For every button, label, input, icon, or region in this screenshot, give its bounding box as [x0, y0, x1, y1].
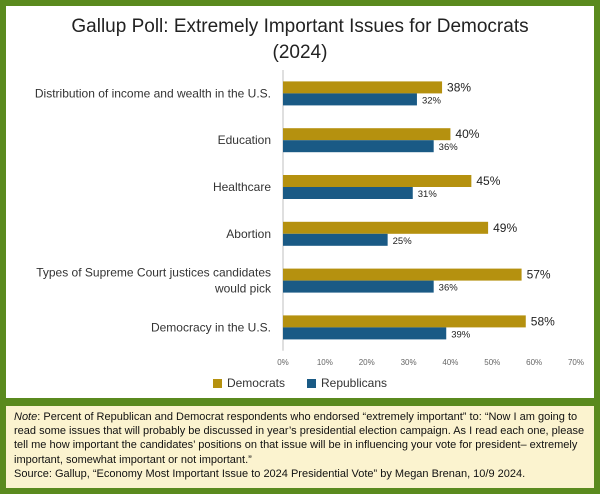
note-panel: Note: Percent of Republican and Democrat… — [6, 406, 594, 488]
category-label: Healthcare — [213, 180, 271, 194]
republicans-data-label: 25% — [393, 236, 413, 247]
democrats-bar — [283, 128, 451, 141]
note-label: Note — [14, 411, 38, 423]
figure-frame: Gallup Poll: Extremely Important Issues … — [6, 6, 594, 488]
chart-title-main: Gallup Poll: Extremely Important Issues … — [71, 16, 529, 37]
republicans-bar — [283, 327, 447, 340]
democrats-data-label: 57% — [527, 268, 551, 282]
category-label: Abortion — [226, 227, 271, 241]
note-text: Note: Percent of Republican and Democrat… — [14, 410, 586, 467]
category-label: Distribution of income and wealth in the… — [35, 86, 271, 100]
republicans-bar — [283, 140, 434, 153]
note-body: : Percent of Republican and Democrat res… — [14, 411, 585, 466]
republicans-data-label: 39% — [451, 329, 471, 340]
republicans-data-label: 32% — [422, 95, 442, 106]
chart-panel: Gallup Poll: Extremely Important Issues … — [6, 6, 594, 398]
x-tick-label: 40% — [442, 358, 458, 367]
category-label: Types of Supreme Court justices candidat… — [36, 266, 271, 280]
chart-subtitle: (2024) — [272, 42, 328, 63]
x-tick-label: 60% — [526, 358, 542, 367]
x-tick-label: 20% — [359, 358, 375, 367]
republicans-data-label: 36% — [439, 142, 459, 153]
democrats-data-label: 45% — [476, 174, 500, 188]
legend-label-democrats: Democrats — [226, 376, 285, 390]
x-tick-label: 30% — [401, 358, 417, 367]
legend-label-republicans: Republicans — [320, 376, 388, 390]
legend: Democrats Republicans — [6, 376, 594, 390]
republicans-bar — [283, 93, 417, 106]
republicans-data-label: 31% — [418, 189, 438, 200]
legend-item-republicans: Republicans — [306, 376, 388, 390]
republicans-bar — [283, 280, 434, 293]
source-text: Source: Gallup, “Economy Most Important … — [14, 467, 526, 480]
democrats-bar — [283, 221, 489, 234]
democrats-data-label: 38% — [447, 80, 471, 94]
democrats-bar — [283, 175, 472, 187]
democrats-data-label: 40% — [455, 127, 479, 141]
legend-swatch-republicans — [306, 378, 316, 388]
x-tick-label: 10% — [317, 358, 333, 367]
democrats-data-label: 49% — [493, 221, 517, 235]
republicans-bar — [283, 233, 388, 246]
democrats-bar — [283, 315, 526, 328]
x-tick-label: 50% — [484, 358, 500, 367]
legend-swatch-democrats — [212, 378, 222, 388]
x-tick-label: 0% — [277, 358, 289, 367]
legend-item-democrats: Democrats — [212, 376, 285, 390]
category-label: would pick — [214, 282, 272, 296]
democrats-bar — [283, 81, 443, 94]
x-tick-label: 70% — [568, 358, 584, 367]
democrats-bar — [283, 268, 522, 281]
bar-chart: Distribution of income and wealth in the… — [35, 70, 584, 367]
category-label: Democracy in the U.S. — [151, 320, 271, 334]
democrats-data-label: 58% — [531, 314, 555, 328]
category-label: Education — [218, 133, 271, 147]
chart-title: Gallup Poll: Extremely Important Issues … — [6, 14, 594, 66]
republicans-bar — [283, 187, 413, 199]
republicans-data-label: 36% — [439, 283, 459, 294]
